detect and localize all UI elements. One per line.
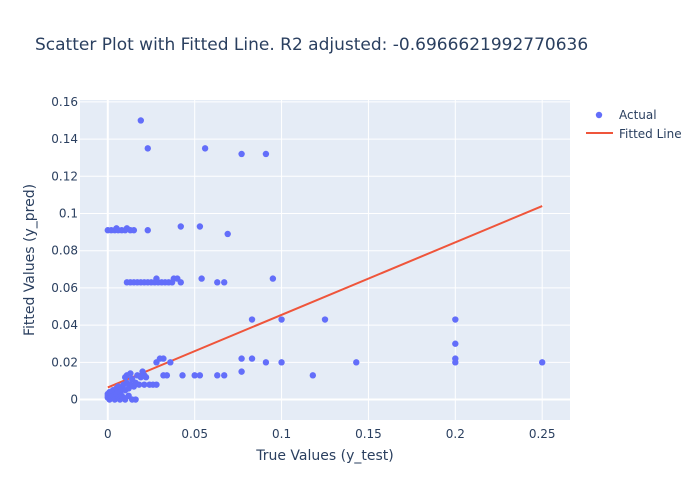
scatter-point[interactable] bbox=[278, 359, 285, 366]
x-axis-ticks: 0 0.05 0.1 0.15 0.2 0.25 bbox=[104, 427, 556, 441]
scatter-point[interactable] bbox=[167, 359, 174, 366]
scatter-point[interactable] bbox=[153, 381, 160, 388]
scatter-point[interactable] bbox=[538, 359, 546, 366]
y-axis-title: Fitted Values (y_pred) bbox=[22, 184, 38, 336]
legend-item-actual[interactable]: Actual bbox=[595, 108, 657, 122]
scatter-point[interactable] bbox=[309, 372, 317, 379]
scatter-point[interactable] bbox=[353, 359, 360, 366]
scatter-point[interactable] bbox=[153, 275, 160, 282]
y-tick-label: 0.06 bbox=[51, 281, 78, 295]
scatter-point[interactable] bbox=[321, 316, 329, 323]
legend[interactable]: Actual Fitted Line bbox=[586, 108, 682, 141]
y-tick-label: 0.02 bbox=[51, 355, 78, 369]
scatter-point[interactable] bbox=[163, 372, 171, 379]
scatter-point[interactable] bbox=[196, 223, 204, 230]
y-tick-label: 0 bbox=[70, 393, 78, 407]
scatter-point[interactable] bbox=[141, 381, 148, 388]
grid-lines bbox=[80, 100, 570, 420]
scatter-point[interactable] bbox=[177, 223, 184, 230]
scatter-point[interactable] bbox=[452, 340, 459, 347]
scatter-point[interactable] bbox=[142, 374, 150, 381]
fitted-line-layer bbox=[107, 205, 543, 389]
x-tick-label: 0 bbox=[104, 427, 112, 441]
x-tick-label: 0.15 bbox=[355, 427, 382, 441]
scatter-point[interactable] bbox=[130, 227, 138, 234]
scatter-point[interactable] bbox=[144, 227, 151, 234]
x-tick-label: 0.05 bbox=[181, 427, 208, 441]
scatter-point[interactable] bbox=[238, 368, 245, 375]
scatter-point[interactable] bbox=[144, 145, 151, 152]
y-tick-label: 0.04 bbox=[51, 318, 78, 332]
scatter-point[interactable] bbox=[137, 117, 145, 124]
scatter-point[interactable] bbox=[452, 359, 459, 366]
scatter-point[interactable] bbox=[221, 372, 228, 379]
scatter-point[interactable] bbox=[248, 316, 256, 323]
scatter-point[interactable] bbox=[452, 316, 459, 323]
scatter-point[interactable] bbox=[135, 381, 143, 388]
legend-marker-actual bbox=[595, 111, 603, 119]
y-tick-label: 0.12 bbox=[51, 169, 78, 183]
chart-title: Scatter Plot with Fitted Line. R2 adjust… bbox=[35, 35, 588, 55]
y-tick-label: 0.1 bbox=[59, 206, 78, 220]
scatter-point[interactable] bbox=[191, 372, 198, 379]
scatter-point[interactable] bbox=[214, 372, 221, 379]
scatter-point[interactable] bbox=[177, 279, 184, 286]
y-axis-ticks: 0 0.02 0.04 0.06 0.08 0.1 0.12 0.14 0.16 bbox=[51, 95, 78, 407]
x-axis-title: True Values (y_test) bbox=[255, 448, 393, 464]
scatter-point[interactable] bbox=[221, 279, 228, 286]
scatter-point[interactable] bbox=[224, 230, 231, 238]
scatter-point[interactable] bbox=[196, 372, 204, 379]
scatter-point[interactable] bbox=[238, 355, 245, 362]
x-tick-label: 0.2 bbox=[446, 427, 465, 441]
y-tick-label: 0.16 bbox=[51, 95, 78, 109]
scatter-point[interactable] bbox=[201, 145, 209, 152]
scatter-point[interactable] bbox=[132, 396, 139, 403]
scatter-point[interactable] bbox=[198, 275, 205, 282]
scatter-points bbox=[104, 117, 546, 403]
x-tick-label: 0.25 bbox=[529, 427, 556, 441]
legend-label-actual: Actual bbox=[619, 108, 657, 122]
y-tick-label: 0.14 bbox=[51, 132, 78, 146]
x-tick-label: 0.1 bbox=[272, 427, 291, 441]
scatter-point[interactable] bbox=[262, 150, 270, 158]
scatter-point[interactable] bbox=[160, 355, 167, 362]
scatter-point[interactable] bbox=[127, 370, 134, 377]
scatter-point[interactable] bbox=[262, 359, 270, 366]
fitted-line bbox=[107, 205, 543, 389]
y-tick-label: 0.08 bbox=[51, 244, 78, 258]
plot-area bbox=[80, 100, 570, 420]
legend-label-fitted-line: Fitted Line bbox=[619, 127, 682, 141]
scatter-point[interactable] bbox=[278, 316, 285, 323]
scatter-point[interactable] bbox=[248, 355, 256, 362]
legend-item-fitted-line[interactable]: Fitted Line bbox=[586, 127, 682, 141]
scatter-point[interactable] bbox=[214, 279, 221, 286]
scatter-point[interactable] bbox=[238, 150, 245, 158]
scatter-point[interactable] bbox=[179, 372, 186, 379]
scatter-point[interactable] bbox=[269, 275, 277, 282]
